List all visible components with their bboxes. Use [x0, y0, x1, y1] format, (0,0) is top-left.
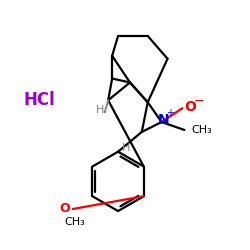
Text: HCl: HCl: [23, 91, 55, 109]
Text: O: O: [184, 100, 196, 114]
Text: −: −: [194, 95, 204, 108]
Text: CH₃: CH₃: [192, 125, 212, 135]
Text: N: N: [158, 113, 170, 127]
Text: +: +: [166, 108, 174, 118]
Text: O: O: [59, 202, 70, 214]
Text: H: H: [96, 105, 104, 115]
Text: CH₃: CH₃: [64, 217, 85, 227]
Text: H: H: [122, 143, 130, 153]
